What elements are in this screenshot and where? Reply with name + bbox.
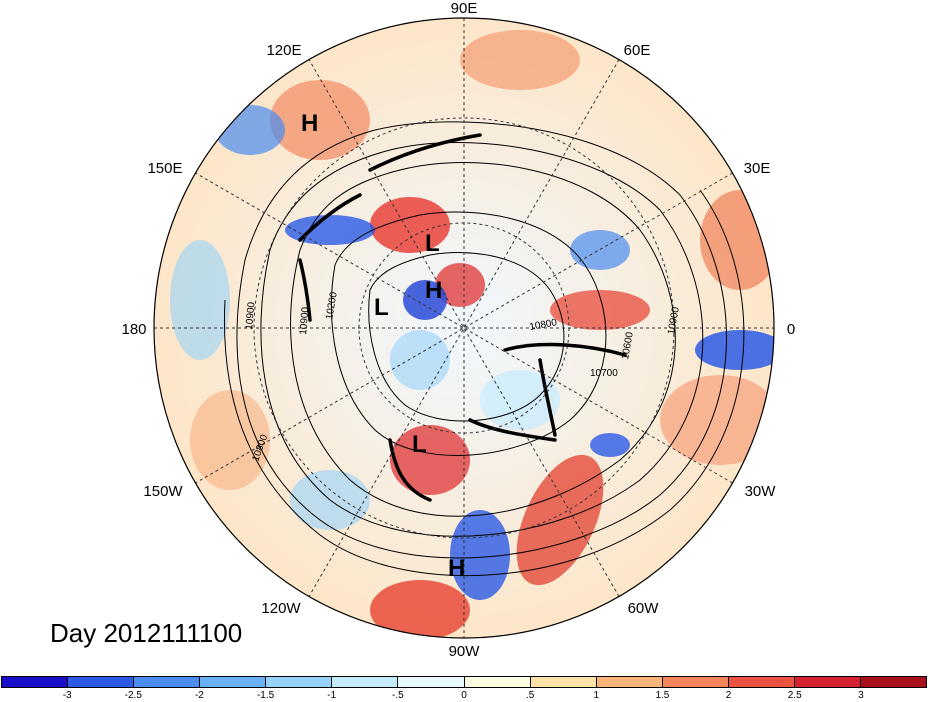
contour-label: 10200 — [324, 291, 340, 321]
colorbar-tick-label: -1 — [327, 690, 337, 701]
colorbar-tick-label: 3 — [858, 690, 864, 701]
colorbar-tick-label: 0 — [461, 690, 467, 701]
colorbar-tick-label: 2.5 — [787, 690, 802, 701]
date-label: Day 2012111100 — [50, 618, 243, 648]
colorbar-cell — [398, 677, 465, 687]
contour-label: 10900 — [298, 306, 311, 335]
high-pressure-label: H — [448, 555, 465, 582]
low-pressure-label: L — [412, 431, 427, 458]
colorbar-cell — [530, 677, 597, 687]
height-contours — [223, 121, 745, 577]
colorbar-tick-label: 1.5 — [655, 690, 670, 701]
low-pressure-label: L — [374, 294, 389, 321]
longitude-label-0: 0 — [787, 321, 795, 338]
contour-label: 10900 — [666, 306, 682, 336]
contour-label: 10900 — [244, 301, 257, 330]
colorbar-cell — [728, 677, 795, 687]
colorbar-cell — [266, 677, 333, 687]
colorbar-tick-label: -2.5 — [124, 690, 142, 701]
contour-label-group: 10900 10200 10900 10800 10700 10600 1090… — [244, 291, 682, 463]
colorbar-cell — [662, 677, 729, 687]
colorbar-cell — [596, 677, 663, 687]
colorbar-tick-label: .5 — [525, 690, 535, 701]
longitude-label-90w: 90W — [449, 643, 481, 660]
polar-map: 10900 10200 10900 10800 10700 10600 1090… — [121, 0, 795, 660]
colorbar-cell — [861, 677, 927, 687]
contour-label: 10700 — [590, 368, 618, 379]
longitude-label-60e: 60E — [624, 42, 651, 59]
colorbar-cell — [464, 677, 531, 687]
colorbar-cell — [68, 677, 135, 687]
high-pressure-label: H — [425, 277, 442, 304]
longitude-label-150w: 150W — [143, 483, 183, 500]
colorbar-tick-label: -2 — [194, 690, 204, 701]
longitude-label-120e: 120E — [266, 42, 301, 59]
longitude-label-120w: 120W — [261, 600, 301, 617]
map-boundary — [153, 17, 775, 639]
low-pressure-label: L — [425, 230, 440, 257]
colorbar-tick-label: -3 — [62, 690, 72, 701]
longitude-label-180: 180 — [121, 321, 146, 338]
colorbar-tick-labels: -3 -2.5 -2 -1.5 -1 -.5 0 .5 1 1.5 2 2.5 … — [0, 690, 928, 702]
contour-label: 10600 — [620, 331, 636, 361]
jet-streaks — [298, 133, 627, 502]
colorbar-cell — [134, 677, 201, 687]
contour-label: 10800 — [529, 317, 559, 333]
colorbar-tick-label: -1.5 — [256, 690, 275, 701]
colorbar-cell — [794, 677, 862, 687]
graticule — [154, 18, 774, 638]
colorbar-cell — [332, 677, 399, 687]
longitude-label-150e: 150E — [147, 160, 182, 177]
longitude-label-60w: 60W — [628, 600, 660, 617]
colorbar — [1, 676, 927, 688]
longitude-label-30e: 30E — [744, 160, 771, 177]
longitude-label-30w: 30W — [745, 483, 777, 500]
longitude-label-90e: 90E — [451, 0, 478, 17]
high-pressure-label: H — [301, 110, 318, 137]
colorbar-tick-label: 1 — [593, 690, 600, 701]
colorbar-cell — [2, 677, 69, 687]
colorbar-tick-label: 2 — [725, 690, 732, 701]
colorbar-tick-label: -.5 — [392, 690, 404, 701]
colorbar-cell — [200, 677, 267, 687]
